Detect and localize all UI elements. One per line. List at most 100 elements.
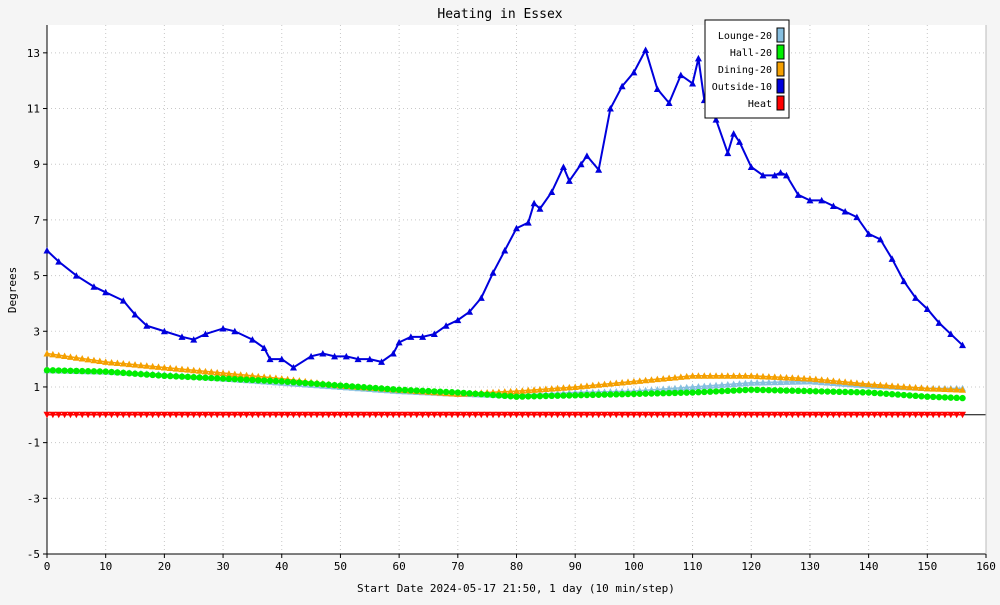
data-point	[160, 363, 168, 371]
x-tick-label: 130	[800, 560, 820, 573]
data-point	[882, 411, 890, 419]
data-point	[102, 288, 110, 296]
data-point	[501, 247, 509, 254]
data-point	[935, 411, 943, 419]
data-point	[548, 392, 555, 400]
data-point	[647, 376, 655, 383]
series-heat	[43, 411, 967, 419]
data-point	[201, 330, 209, 338]
data-point	[777, 387, 784, 394]
data-point	[613, 391, 620, 398]
data-point	[178, 373, 186, 380]
data-point	[606, 105, 614, 112]
data-point	[595, 411, 603, 419]
data-point	[524, 411, 532, 419]
data-point	[818, 411, 826, 419]
data-point	[630, 68, 638, 76]
data-point	[378, 385, 385, 392]
data-point	[900, 411, 908, 419]
data-point	[237, 411, 245, 419]
data-point	[560, 392, 567, 399]
data-point	[131, 370, 139, 377]
data-point	[712, 388, 720, 395]
data-point	[912, 384, 920, 391]
data-point	[254, 411, 262, 419]
data-point	[524, 386, 532, 394]
data-point	[566, 392, 573, 399]
data-point	[213, 368, 221, 376]
data-point	[689, 383, 697, 390]
data-point	[677, 373, 685, 380]
x-tick-label: 10	[99, 560, 112, 573]
data-point	[894, 391, 902, 398]
data-point	[671, 411, 679, 419]
data-point	[137, 411, 145, 419]
data-point	[724, 149, 732, 157]
data-point	[806, 411, 814, 419]
grid-lines	[47, 25, 987, 555]
data-point	[689, 372, 697, 379]
data-point	[788, 374, 796, 381]
data-point	[66, 411, 74, 419]
data-point	[794, 378, 802, 385]
data-point	[66, 353, 74, 360]
data-point	[718, 387, 726, 395]
data-point	[718, 411, 726, 419]
data-point	[248, 372, 256, 379]
data-point	[877, 390, 884, 397]
data-point	[119, 360, 127, 367]
data-point	[519, 393, 526, 400]
data-point	[131, 311, 139, 318]
data-point	[501, 388, 509, 395]
data-point	[55, 411, 63, 419]
legend-swatch	[776, 44, 785, 60]
data-point	[906, 383, 914, 391]
legend-label: Hall-20	[730, 48, 772, 59]
data-point	[501, 411, 509, 419]
data-point	[900, 277, 908, 285]
data-point	[178, 333, 186, 340]
data-point	[812, 388, 820, 395]
data-point	[184, 373, 192, 381]
data-point	[231, 370, 239, 378]
data-point	[424, 411, 432, 419]
data-point	[196, 411, 204, 419]
data-point	[577, 160, 585, 168]
data-point	[389, 350, 397, 357]
data-point	[777, 169, 785, 176]
data-point	[747, 372, 755, 379]
legend-swatch	[776, 95, 785, 111]
data-point	[759, 378, 767, 386]
x-tick-label: 70	[451, 560, 464, 573]
data-point	[894, 411, 902, 419]
data-point	[348, 411, 356, 419]
y-tick-label: 1	[33, 381, 40, 394]
data-point	[225, 375, 233, 383]
data-point	[172, 365, 180, 372]
data-point	[108, 411, 116, 419]
data-point	[113, 411, 121, 419]
data-point	[477, 294, 485, 301]
data-point	[782, 378, 790, 385]
data-point	[571, 383, 579, 390]
data-point	[665, 411, 673, 419]
data-point	[325, 381, 332, 388]
data-point	[612, 379, 620, 387]
data-point	[841, 208, 849, 215]
data-point	[694, 383, 702, 390]
legend-label: Lounge-20	[718, 31, 772, 42]
data-point	[765, 378, 773, 386]
data-point	[360, 384, 368, 391]
data-point	[478, 390, 485, 398]
data-point	[231, 327, 239, 335]
data-point	[659, 375, 667, 382]
data-point	[96, 357, 104, 365]
data-point	[219, 324, 227, 332]
data-point	[653, 375, 661, 383]
data-point	[113, 359, 121, 367]
data-point	[84, 355, 92, 363]
data-point	[865, 411, 873, 419]
data-point	[589, 381, 597, 389]
data-point	[730, 411, 738, 419]
data-point	[430, 330, 438, 338]
